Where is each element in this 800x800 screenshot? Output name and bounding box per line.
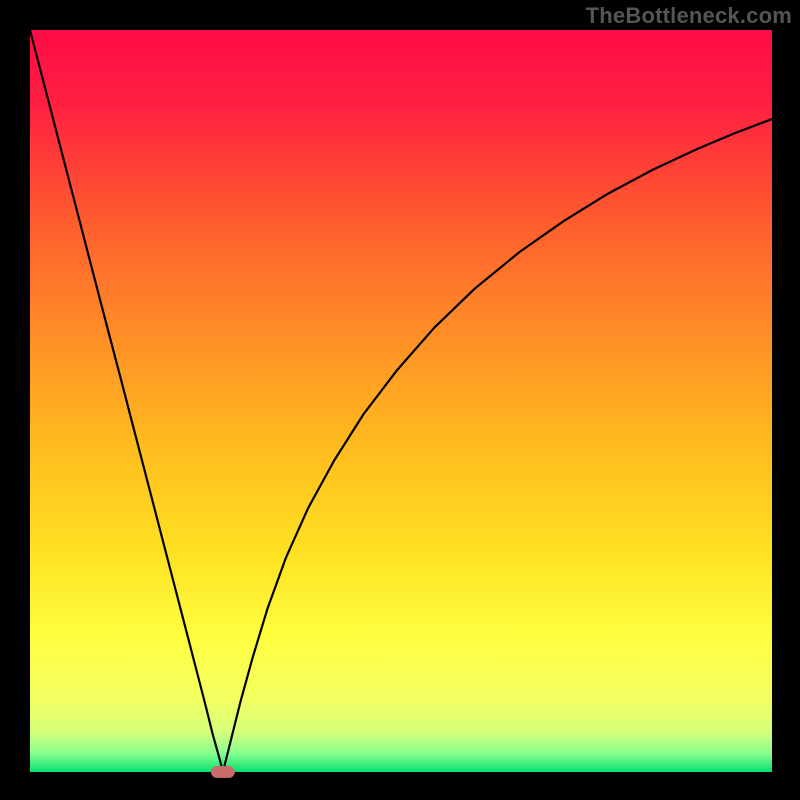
- chart-container: TheBottleneck.com: [0, 0, 800, 800]
- watermark-text: TheBottleneck.com: [586, 3, 792, 29]
- minimum-marker: [211, 766, 235, 778]
- bottleneck-chart: [0, 0, 800, 800]
- plot-background-gradient: [30, 30, 772, 772]
